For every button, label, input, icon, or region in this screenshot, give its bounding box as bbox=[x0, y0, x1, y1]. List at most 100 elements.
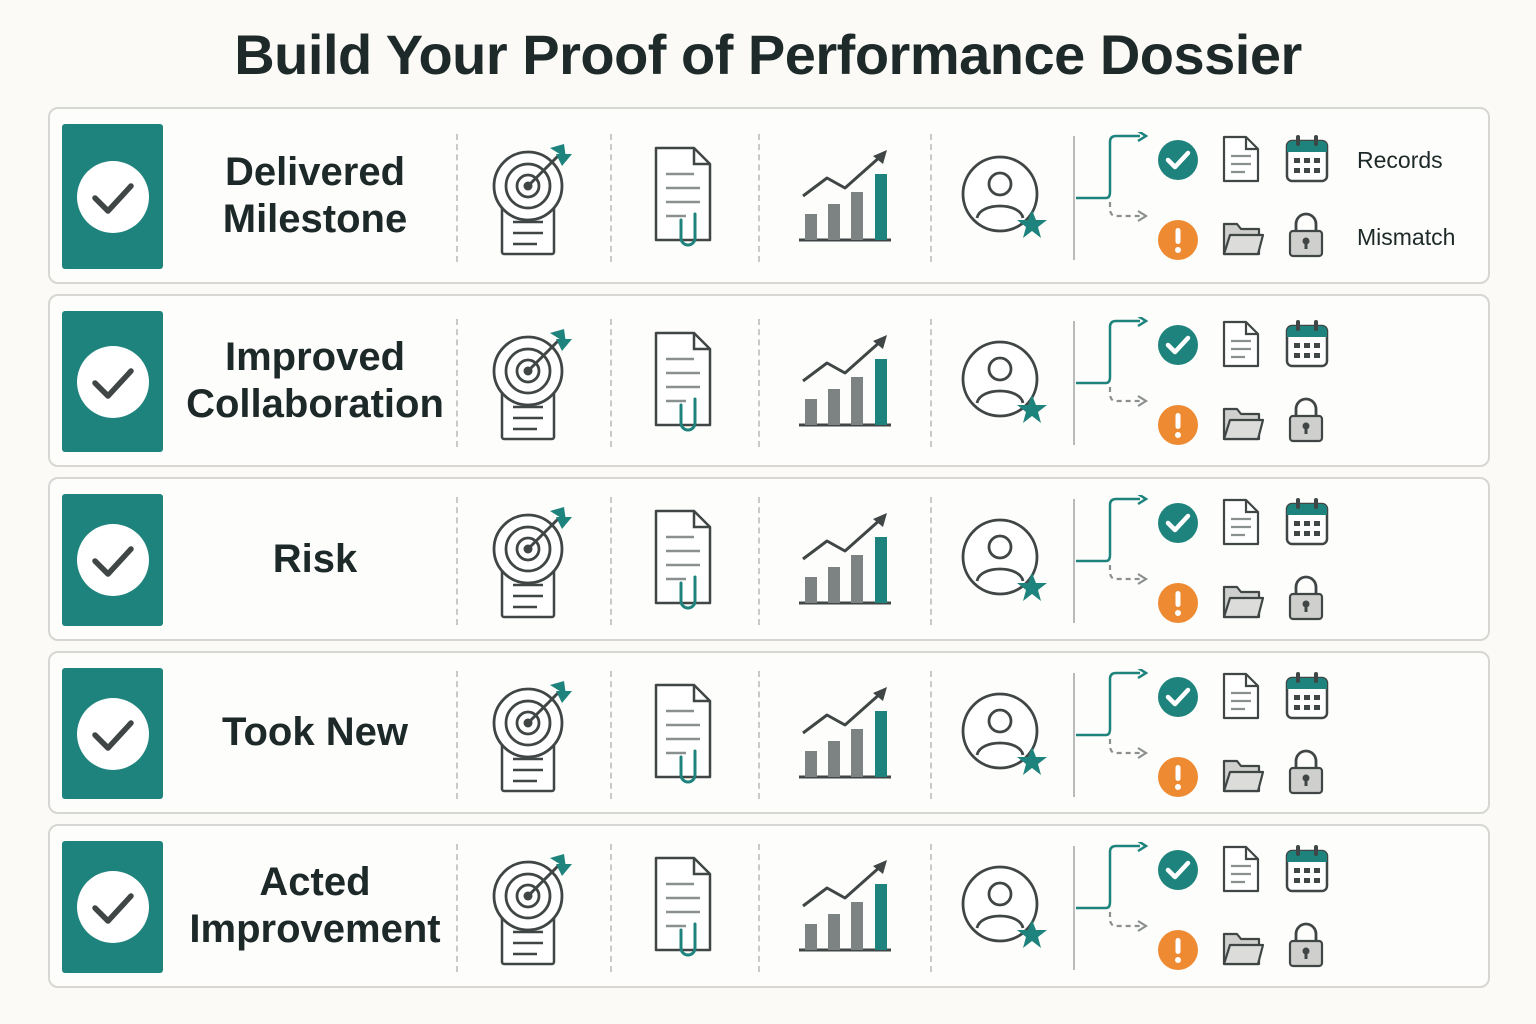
warning-circle-icon bbox=[1157, 929, 1199, 971]
lock-icon bbox=[1286, 921, 1326, 969]
check-icon bbox=[76, 345, 149, 418]
warning-circle-icon bbox=[1157, 219, 1199, 261]
outcome-divider bbox=[1073, 672, 1075, 797]
check-circle-icon bbox=[1157, 324, 1199, 366]
column-divider bbox=[930, 497, 932, 625]
target-arrow-icon bbox=[486, 505, 578, 623]
check-circle-icon bbox=[1157, 849, 1199, 891]
checkbox-block bbox=[62, 494, 163, 626]
dossier-row: Took New bbox=[48, 651, 1490, 814]
column-divider bbox=[610, 844, 612, 972]
dossier-row: Risk bbox=[48, 477, 1490, 641]
check-circle-icon bbox=[1157, 502, 1199, 544]
user-star-icon bbox=[960, 339, 1054, 433]
row-label-line: Risk bbox=[272, 536, 358, 581]
checkbox-block bbox=[62, 124, 163, 269]
folder-icon bbox=[1221, 755, 1265, 795]
user-star-icon bbox=[960, 154, 1054, 248]
outcome-divider bbox=[1073, 846, 1075, 970]
column-divider bbox=[758, 844, 760, 972]
column-divider bbox=[456, 318, 458, 447]
checkbox-block bbox=[62, 311, 163, 452]
column-divider bbox=[456, 497, 458, 625]
column-divider bbox=[930, 844, 932, 972]
user-star-icon bbox=[960, 517, 1054, 611]
column-divider bbox=[610, 133, 612, 262]
branch-arrow-icon bbox=[1074, 668, 1154, 789]
document-icon bbox=[1221, 671, 1261, 721]
document-icon bbox=[1221, 134, 1261, 184]
warning-circle-icon bbox=[1157, 756, 1199, 798]
mismatch-label: Mismatch bbox=[1357, 223, 1456, 250]
column-divider bbox=[930, 133, 932, 262]
outcome-divider bbox=[1073, 320, 1075, 445]
row-label-line: Milestone bbox=[222, 196, 408, 241]
column-divider bbox=[610, 670, 612, 799]
bar-chart-growth-icon bbox=[795, 685, 895, 785]
document-attachment-icon bbox=[642, 854, 722, 962]
check-icon bbox=[76, 697, 149, 770]
branch-arrow-icon bbox=[1074, 842, 1154, 962]
warning-circle-icon bbox=[1157, 582, 1199, 624]
records-label: Records bbox=[1357, 146, 1443, 173]
row-label-line: Improvement bbox=[189, 907, 441, 951]
calendar-icon bbox=[1284, 134, 1330, 184]
calendar-icon bbox=[1284, 671, 1330, 721]
row-label: Risk bbox=[175, 479, 455, 639]
lock-icon bbox=[1286, 396, 1326, 444]
bar-chart-growth-icon bbox=[795, 511, 895, 611]
row-label-line: Collaboration bbox=[186, 381, 444, 426]
dossier-row: Improved Collaboration bbox=[48, 294, 1490, 467]
column-divider bbox=[758, 318, 760, 447]
calendar-icon bbox=[1284, 319, 1330, 369]
column-divider bbox=[930, 670, 932, 799]
warning-circle-icon bbox=[1157, 404, 1199, 446]
folder-icon bbox=[1221, 928, 1265, 968]
dossier-row: Acted Improvement bbox=[48, 824, 1490, 988]
column-divider bbox=[456, 670, 458, 799]
bar-chart-growth-icon bbox=[795, 858, 895, 958]
bar-chart-growth-icon bbox=[795, 333, 895, 433]
branch-arrow-icon bbox=[1074, 316, 1154, 437]
column-divider bbox=[930, 318, 932, 447]
calendar-icon bbox=[1284, 844, 1330, 894]
target-arrow-icon bbox=[486, 852, 578, 970]
column-divider bbox=[456, 133, 458, 262]
row-label-line: Acted bbox=[259, 860, 371, 904]
calendar-icon bbox=[1284, 497, 1330, 547]
row-label: Delivered Milestone bbox=[175, 109, 455, 282]
checkbox-block bbox=[62, 841, 163, 973]
user-star-icon bbox=[960, 864, 1054, 958]
page-title: Build Your Proof of Performance Dossier bbox=[234, 23, 1302, 86]
bar-chart-growth-icon bbox=[795, 148, 895, 248]
column-divider bbox=[758, 133, 760, 262]
row-label-line: Delivered bbox=[224, 149, 406, 194]
check-icon bbox=[76, 524, 149, 596]
column-divider bbox=[610, 497, 612, 625]
document-attachment-icon bbox=[642, 681, 722, 789]
row-label: Acted Improvement bbox=[175, 826, 455, 986]
outcome-divider bbox=[1073, 135, 1075, 260]
checkbox-block bbox=[62, 668, 163, 799]
check-icon bbox=[76, 871, 149, 943]
document-icon bbox=[1221, 497, 1261, 547]
target-arrow-icon bbox=[486, 327, 578, 445]
folder-icon bbox=[1221, 403, 1265, 443]
lock-icon bbox=[1286, 574, 1326, 622]
check-circle-icon bbox=[1157, 676, 1199, 718]
lock-icon bbox=[1286, 748, 1326, 796]
lock-icon bbox=[1286, 211, 1326, 259]
target-arrow-icon bbox=[486, 142, 578, 260]
document-icon bbox=[1221, 319, 1261, 369]
row-label: Took New bbox=[175, 653, 455, 812]
column-divider bbox=[456, 844, 458, 972]
document-icon bbox=[1221, 844, 1261, 894]
check-icon bbox=[76, 160, 149, 233]
column-divider bbox=[758, 497, 760, 625]
branch-arrow-icon bbox=[1074, 495, 1154, 615]
column-divider bbox=[610, 318, 612, 447]
user-star-icon bbox=[960, 691, 1054, 785]
folder-icon bbox=[1221, 581, 1265, 621]
row-label-line: Improved bbox=[224, 334, 406, 379]
target-arrow-icon bbox=[486, 679, 578, 797]
